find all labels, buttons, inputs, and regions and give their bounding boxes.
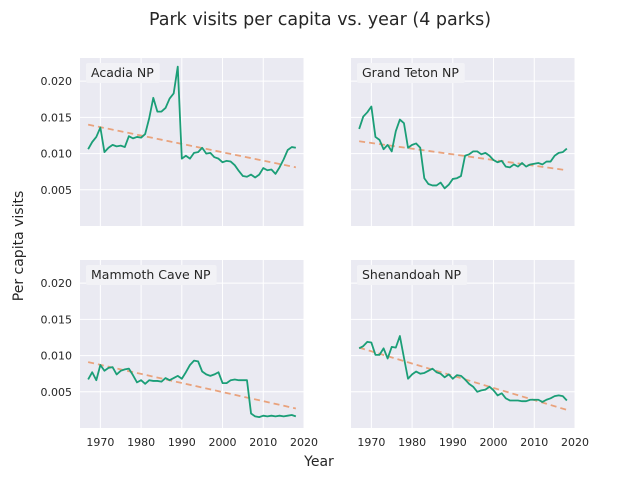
x-axis-label: Year <box>303 454 334 470</box>
series-line <box>358 335 568 403</box>
panel-label-box <box>357 63 465 83</box>
panel-2: 0.005 0.010 0.015 0.020 1970 1980 1990 2000 2010… <box>41 260 318 449</box>
y-tick-label: 0.015 <box>41 313 73 326</box>
y-axis-label: Per capita visits <box>11 191 27 301</box>
y-tick-label: 0.020 <box>41 277 73 290</box>
panel-0: 0.005 0.010 0.015 0.020 Acadia NP <box>41 58 305 226</box>
y-tick-label: 0.015 <box>41 111 73 124</box>
x-tick-label: 2000 <box>209 436 237 449</box>
panel-1: Grand Teton NP <box>351 58 576 226</box>
y-tick-label: 0.010 <box>41 148 73 161</box>
panel-label-box <box>357 265 468 285</box>
panel-label-box <box>86 63 160 83</box>
x-tick-label: 2010 <box>520 436 548 449</box>
x-tick-label: 1980 <box>398 436 426 449</box>
x-tick-label: 1990 <box>439 436 467 449</box>
plot-area <box>80 260 304 428</box>
x-tick-label: 2010 <box>249 436 277 449</box>
y-tick-label: 0.010 <box>41 350 73 363</box>
x-tick-label: 2020 <box>290 436 318 449</box>
panel-label-box <box>86 265 217 285</box>
x-tick-label: 1970 <box>357 436 385 449</box>
y-tick-label: 0.020 <box>41 75 73 88</box>
x-tick-label: 1980 <box>127 436 155 449</box>
panels-grid: 0.005 0.010 0.015 0.020 Acadia NP Grand Teton… <box>41 58 589 449</box>
x-tick-label: 2000 <box>480 436 508 449</box>
y-tick-label: 0.005 <box>41 386 73 399</box>
panel-3: 1970 1980 1990 2000 2010 2020 Shenandoah NP <box>351 260 589 449</box>
x-tick-label: 2020 <box>561 436 589 449</box>
panel-label: Grand Teton NP <box>362 65 459 80</box>
series-line <box>358 105 568 190</box>
x-tick-label: 1990 <box>168 436 196 449</box>
y-tick-label: 0.005 <box>41 184 73 197</box>
trend-line <box>87 123 297 169</box>
panel-label: Shenandoah NP <box>362 267 462 282</box>
panel-label: Acadia NP <box>91 65 154 80</box>
series-line <box>87 359 297 419</box>
figure-title: Park visits per capita vs. year (4 parks… <box>149 10 491 30</box>
series-line <box>87 65 297 179</box>
plot-area <box>351 58 575 226</box>
panel-label: Mammoth Cave NP <box>91 267 211 282</box>
trend-line <box>359 140 567 172</box>
x-tick-label: 1970 <box>86 436 114 449</box>
plot-area <box>80 58 304 226</box>
